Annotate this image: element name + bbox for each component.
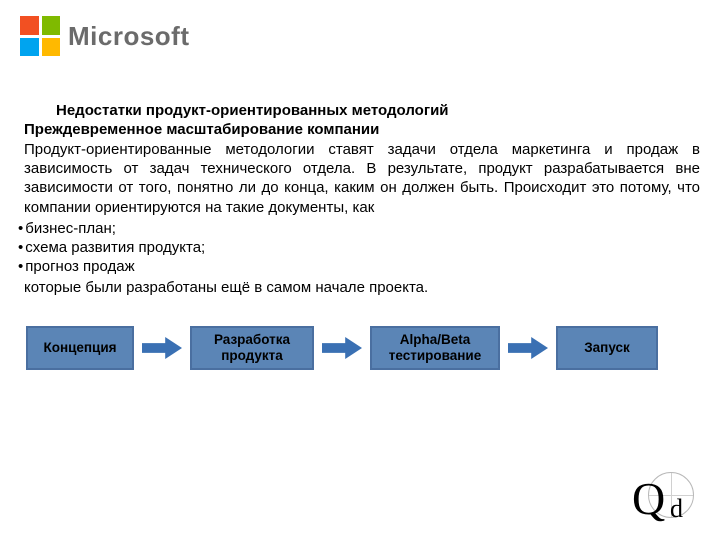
microsoft-wordmark: Microsoft [68, 21, 190, 52]
qd-letter-d: d [670, 496, 683, 522]
flowchart: Концепция Разработка продукта Alpha/Beta… [26, 326, 700, 370]
closing-line: которые были разработаны ещё в самом нач… [24, 278, 700, 297]
heading-sub: Преждевременное масштабирование компании [24, 121, 700, 138]
flow-node-testing: Alpha/Beta тестирование [370, 326, 500, 370]
slide: Microsoft Недостатки продукт-ориентирова… [0, 0, 720, 540]
paragraph: Продукт-ориентированные методологии став… [24, 140, 700, 217]
bullet-item: бизнес-план; [18, 219, 700, 238]
arrow-icon [322, 337, 362, 359]
flow-node-develop: Разработка продукта [190, 326, 314, 370]
microsoft-tiles-icon [20, 16, 60, 56]
flow-node-concept: Концепция [26, 326, 134, 370]
flow-node-launch: Запуск [556, 326, 658, 370]
arrow-icon [142, 337, 182, 359]
bullet-list: бизнес-план; схема развития продукта; пр… [18, 219, 700, 277]
text-block: Недостатки продукт-ориентированных метод… [18, 102, 700, 298]
microsoft-logo: Microsoft [20, 16, 700, 56]
bullet-item: прогноз продаж [18, 257, 700, 276]
bullet-item: схема развития продукта; [18, 238, 700, 257]
heading-main: Недостатки продукт-ориентированных метод… [56, 102, 700, 119]
qd-letter-q: Q [632, 476, 665, 522]
arrow-icon [508, 337, 548, 359]
qd-logo: Q d [632, 472, 702, 530]
